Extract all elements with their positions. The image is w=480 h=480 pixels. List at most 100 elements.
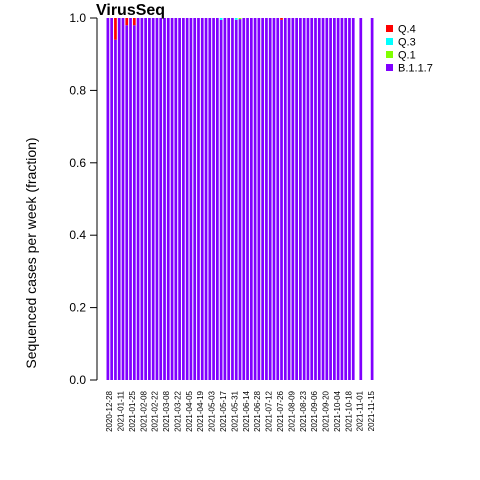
bar-B-1-1-7-46 (280, 19, 283, 381)
bar-B-1-1-7-40 (257, 18, 261, 380)
bars-group (106, 18, 374, 381)
x-tick-label: 2021-05-17 (219, 390, 228, 431)
x-tick-label: 2021-08-09 (287, 390, 296, 431)
x-tick-label: 2021-07-12 (265, 390, 274, 431)
bar-B-1-1-7-62 (340, 18, 344, 380)
bar-B-1-1-7-2 (114, 39, 117, 380)
x-tick-label: 2021-09-20 (322, 390, 331, 431)
bar-B-1-1-7-11 (148, 18, 151, 380)
bar-B-1-1-7-6 (129, 18, 132, 380)
bar-Q-4-2 (114, 18, 117, 40)
bar-B-1-1-7-53 (306, 18, 310, 380)
bar-B-1-1-7-43 (268, 18, 272, 380)
bar-B-1-1-7-30 (219, 19, 223, 381)
bar-Q-4-5 (125, 18, 129, 26)
bar-Q-3-34 (234, 18, 238, 20)
bar-B-1-1-7-5 (125, 25, 129, 381)
x-axis: 2020-12-28 2021-01-11 2021-01-25 2021-02-08… (105, 390, 376, 431)
y-tick-label: 0.2 (69, 301, 86, 315)
bar-Q-4-7 (132, 18, 136, 26)
x-tick-label: 2021-02-22 (151, 390, 160, 431)
bar-B-1-1-7-28 (212, 18, 215, 380)
bar-B-1-1-7-13 (155, 18, 159, 380)
bar-Q-1-35 (238, 18, 242, 20)
bar-B-1-1-7-70 (370, 18, 374, 380)
bar-B-1-1-7-19 (178, 18, 181, 380)
bar-B-1-1-7-26 (204, 18, 208, 380)
bar-B-1-1-7-1 (110, 18, 114, 380)
x-tick-label: 2021-02-08 (139, 390, 148, 431)
bar-B-1-1-7-56 (317, 18, 321, 380)
y-tick-label: 1.0 (69, 11, 86, 25)
legend: Q.4Q.3Q.1B.1.1.7 (386, 24, 433, 75)
x-tick-label: 2021-07-26 (276, 390, 285, 431)
chart-title: VirusSeq (96, 2, 165, 19)
bar-B-1-1-7-14 (159, 18, 163, 380)
x-tick-label: 2021-04-05 (185, 390, 194, 431)
bar-B-1-1-7-35 (238, 19, 242, 381)
bar-B-1-1-7-48 (287, 18, 291, 380)
bar-B-1-1-7-34 (234, 19, 238, 381)
legend-label: Q.3 (398, 37, 416, 49)
bar-B-1-1-7-44 (272, 18, 276, 380)
bar-B-1-1-7-45 (276, 18, 280, 380)
bar-B-1-1-7-16 (166, 18, 170, 380)
x-tick-label: 2021-01-25 (128, 390, 137, 431)
y-tick-label: 0.4 (69, 228, 86, 242)
bar-B-1-1-7-22 (189, 18, 193, 380)
bar-B-1-1-7-59 (329, 18, 332, 380)
x-tick-label: 2020-12-28 (105, 390, 114, 431)
bar-B-1-1-7-7 (132, 25, 136, 381)
bar-B-1-1-7-58 (325, 18, 329, 380)
bar-B-1-1-7-23 (193, 18, 197, 380)
bar-B-1-1-7-37 (246, 18, 249, 380)
legend-swatch (386, 38, 393, 45)
x-tick-label: 2021-01-11 (117, 390, 126, 431)
x-tick-label: 2021-09-06 (310, 390, 319, 431)
bar-B-1-1-7-42 (265, 18, 268, 380)
bar-B-1-1-7-64 (348, 18, 351, 380)
bar-B-1-1-7-41 (261, 18, 265, 380)
x-tick-label: 2021-05-31 (230, 390, 239, 431)
x-tick-label: 2021-05-03 (208, 390, 217, 431)
y-tick-label: 0.6 (69, 156, 86, 170)
bar-B-1-1-7-29 (215, 18, 219, 380)
x-tick-label: 2021-10-04 (333, 390, 342, 431)
bar-B-1-1-7-18 (174, 18, 178, 380)
bar-B-1-1-7-49 (291, 18, 295, 380)
bar-B-1-1-7-47 (283, 18, 287, 380)
bar-B-1-1-7-27 (208, 18, 212, 380)
bar-Q-3-30 (219, 18, 223, 20)
bar-B-1-1-7-21 (185, 18, 189, 380)
bar-B-1-1-7-67 (359, 18, 363, 380)
bar-B-1-1-7-9 (140, 18, 144, 380)
bar-B-1-1-7-39 (253, 18, 257, 380)
bar-B-1-1-7-65 (351, 18, 355, 380)
y-axis-label: Sequenced cases per week (fraction) (23, 137, 39, 368)
bar-B-1-1-7-54 (310, 18, 314, 380)
x-tick-label: 2021-04-19 (196, 390, 205, 431)
x-tick-label: 2021-03-08 (162, 390, 171, 431)
y-tick-label: 0.8 (69, 83, 86, 97)
y-axis: 0.0 0.2 0.4 0.6 0.8 1.0 (69, 11, 98, 387)
bar-B-1-1-7-0 (106, 18, 110, 380)
legend-swatch (386, 51, 393, 58)
bar-B-1-1-7-61 (336, 18, 340, 380)
x-tick-label: 2021-11-15 (367, 390, 376, 431)
bar-B-1-1-7-55 (314, 18, 317, 380)
x-tick-label: 2021-06-14 (242, 390, 251, 431)
bar-B-1-1-7-8 (136, 18, 140, 380)
bar-B-1-1-7-31 (223, 18, 227, 380)
bar-B-1-1-7-57 (321, 18, 325, 380)
bar-B-1-1-7-33 (231, 18, 234, 380)
legend-swatch (386, 25, 393, 32)
bar-B-1-1-7-10 (144, 18, 147, 380)
x-tick-label: 2021-11-01 (356, 390, 365, 431)
x-tick-label: 2021-10-18 (344, 390, 353, 431)
bar-B-1-1-7-38 (249, 18, 253, 380)
bar-B-1-1-7-4 (121, 18, 125, 380)
bar-B-1-1-7-24 (197, 18, 200, 380)
bar-B-1-1-7-60 (333, 18, 336, 380)
bar-B-1-1-7-15 (163, 18, 166, 380)
